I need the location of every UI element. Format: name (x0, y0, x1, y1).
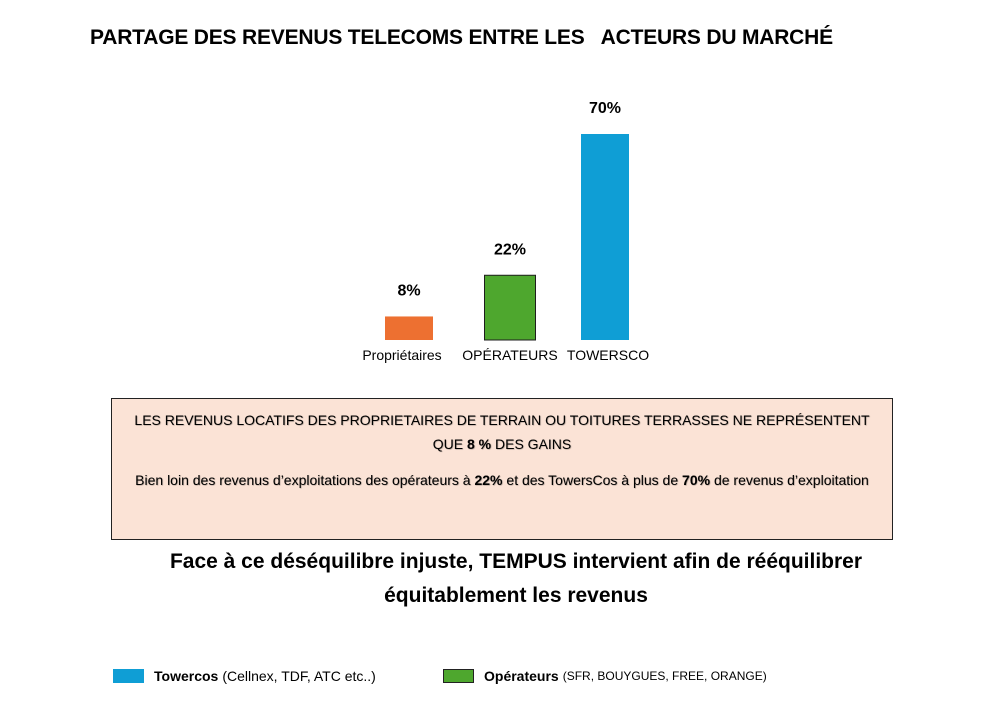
conclusion-line-1: Face à ce déséquilibre injuste, TEMPUS i… (169, 550, 863, 573)
category-label-operateurs: OPÉRATEURS (462, 347, 557, 363)
info-line-1: LES REVENUS LOCATIFS DES PROPRIETAIRES D… (126, 408, 878, 456)
legend-item-towercos: Towercos (Cellnex, TDF, ATC etc..) (113, 668, 376, 684)
bar-operateurs (484, 274, 536, 341)
info-line-2-part3: de revenus d’exploitation (713, 472, 869, 488)
info-line-1-bold: 8 % (466, 436, 492, 452)
category-label-towersco: TOWERSCO (567, 347, 649, 363)
bar-proprietaires (385, 316, 433, 340)
legend-swatch-towercos (113, 669, 144, 683)
conclusion-text: Face à ce déséquilibre injuste, TEMPUS i… (111, 545, 921, 613)
info-line-2-bold1: 22% (474, 472, 503, 488)
legend-item-operateurs: Opérateurs (SFR, BOUYGUES, FREE, ORANGE) (443, 668, 767, 684)
category-label-proprietaires: Propriétaires (362, 347, 441, 363)
legend-swatch-operateurs (443, 669, 474, 683)
info-line-2-part1: Bien loin des revenus d’exploitations de… (135, 472, 471, 488)
chart-title: PARTAGE DES REVENUS TELECOMS ENTRE LES A… (90, 26, 833, 49)
legend-name-operateurs: Opérateurs (484, 668, 559, 684)
info-box: LES REVENUS LOCATIFS DES PROPRIETAIRES D… (111, 398, 893, 540)
info-line-1-part1: LES REVENUS LOCATIFS DES PROPRIETAIRES D… (134, 412, 870, 452)
legend-name-towercos: Towercos (154, 668, 219, 684)
info-line-2-part2: et des TowersCos à plus de (506, 472, 679, 488)
legend-detail-towercos: (Cellnex, TDF, ATC etc..) (222, 668, 376, 684)
bar-chart: 8% Propriétaires 22% OPÉRATEURS 70% TOWERSCO (362, 100, 649, 363)
info-line-2-bold2: 70% (682, 472, 711, 488)
info-line-2: Bien loin des revenus d’exploitations de… (126, 468, 878, 492)
bar-towersco (581, 134, 629, 340)
info-line-1-part2: DES GAINS (495, 436, 572, 452)
data-label-towersco: 70% (589, 100, 621, 117)
data-label-proprietaires: 8% (397, 282, 420, 299)
conclusion-line-2: équitablement les revenus (384, 584, 648, 607)
data-label-operateurs: 22% (494, 241, 526, 258)
legend-detail-operateurs: (SFR, BOUYGUES, FREE, ORANGE) (562, 669, 767, 683)
